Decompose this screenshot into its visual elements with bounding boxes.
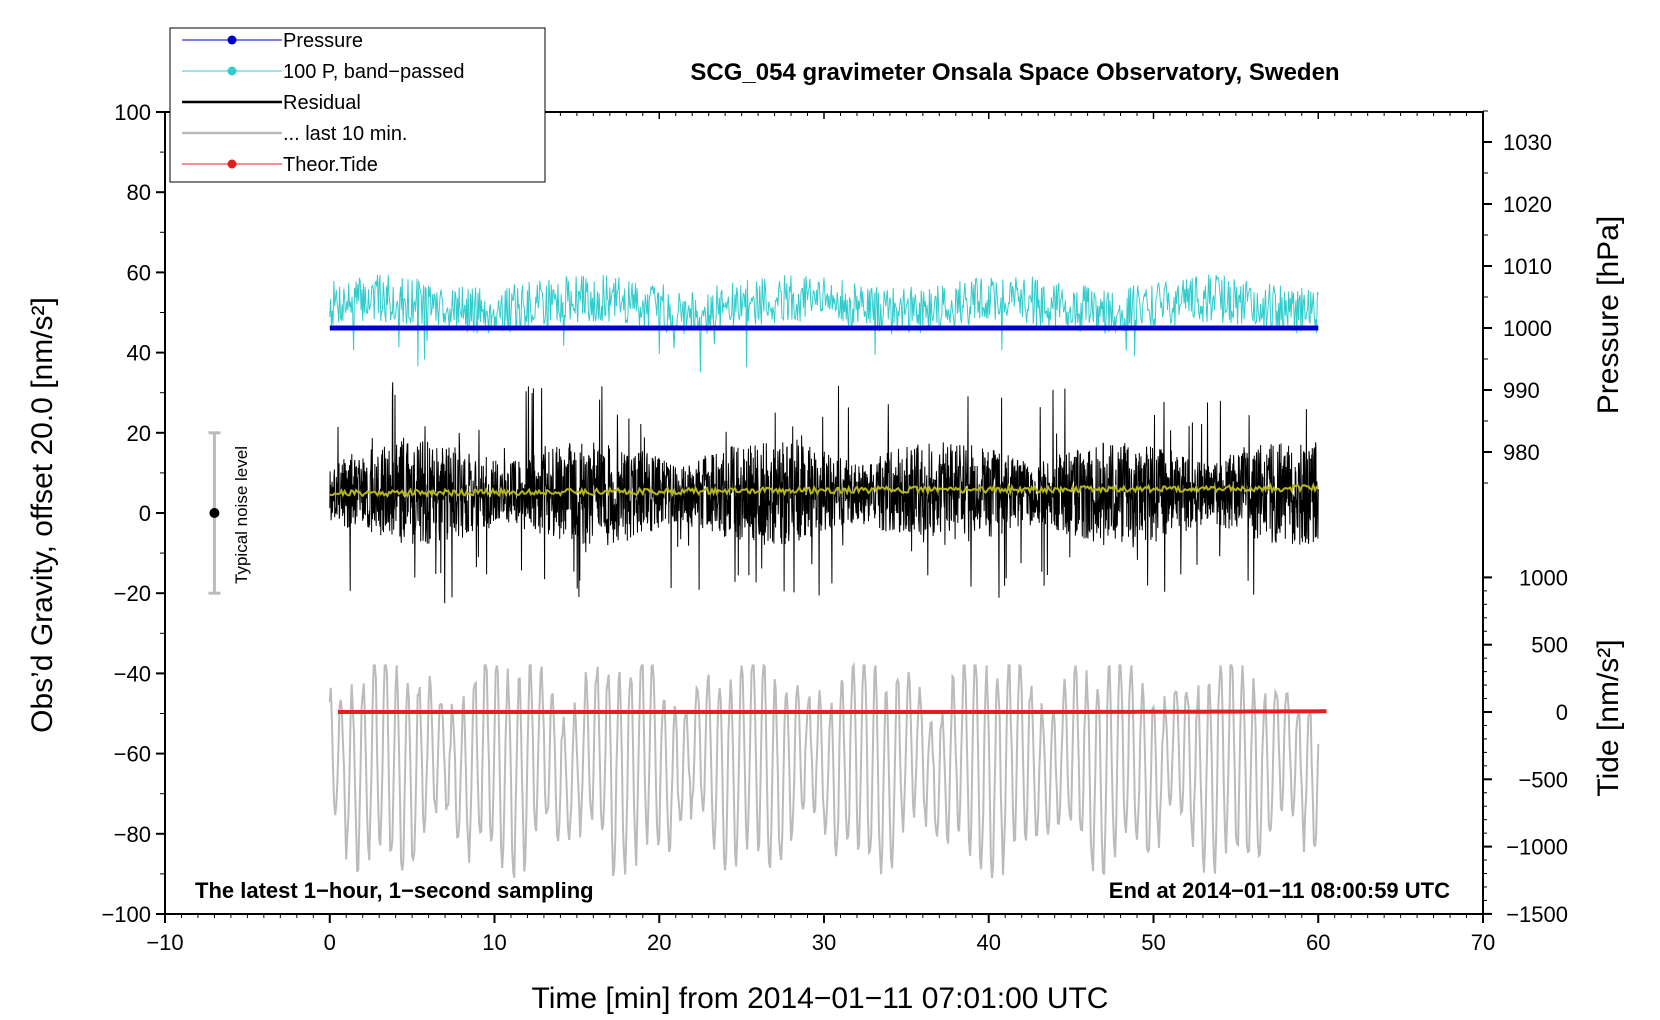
- pressure-tick-label: 980: [1503, 440, 1540, 465]
- x-tick-label: 60: [1306, 930, 1330, 955]
- tide-tick-label: 500: [1531, 633, 1568, 658]
- annotation-right: End at 2014−01−11 08:00:59 UTC: [1109, 878, 1450, 903]
- series-layer: [328, 274, 1327, 879]
- series-residual-smoothed: [329, 482, 1319, 498]
- y-tick-label: −80: [114, 822, 151, 847]
- pressure-tick-label: 1010: [1503, 254, 1552, 279]
- y-tick-label: −20: [114, 581, 151, 606]
- x-tick-label: 20: [647, 930, 671, 955]
- pressure-tick-label: 1020: [1503, 192, 1552, 217]
- annotation-left: The latest 1−hour, 1−second sampling: [195, 878, 594, 903]
- noise-level-label: Typical noise level: [232, 446, 251, 584]
- legend-entries: Pressure 100 P, band−passed Residual ... la…: [182, 30, 464, 176]
- y-tick-label: 0: [139, 501, 151, 526]
- y-tick-label: 20: [127, 421, 151, 446]
- series-residual: [329, 382, 1319, 604]
- legend-label: Residual: [283, 92, 361, 114]
- series-band-passed: [329, 274, 1319, 373]
- legend-label: 100 P, band−passed: [283, 61, 464, 83]
- y-tick-label: −40: [114, 661, 151, 686]
- legend-label: Pressure: [283, 30, 363, 52]
- y-axis-title-tide: Tide [nm/s²]: [1592, 639, 1625, 796]
- legend-label: ... last 10 min.: [283, 123, 408, 145]
- x-tick-label: 40: [977, 930, 1001, 955]
- noise-level-indicator: Typical noise level: [208, 431, 251, 595]
- y-axis-title-pressure: Pressure [hPa]: [1592, 216, 1625, 414]
- y-tick-label: 100: [114, 100, 151, 125]
- x-tick-label: 50: [1141, 930, 1165, 955]
- legend-box: [169, 27, 546, 183]
- series-last-10-min: [328, 661, 1320, 879]
- noise-bar-center-dot: [209, 508, 220, 518]
- tide-tick-label: −1500: [1506, 902, 1568, 927]
- x-tick-label: −10: [146, 930, 183, 955]
- x-tick-label: 30: [812, 930, 836, 955]
- y-tick-label: −60: [114, 742, 151, 767]
- legend-marker: [227, 159, 237, 169]
- y-tick-label: −100: [101, 902, 151, 927]
- legend-label: Theor.Tide: [283, 154, 378, 176]
- x-tick-label: 10: [482, 930, 506, 955]
- legend: Pressure 100 P, band−passed Residual ... la…: [169, 27, 546, 183]
- x-tick-label: 0: [324, 930, 336, 955]
- tick-layer: −10 0 10 20 30 40 50 60 70−100−80−60−40−20020406…: [101, 100, 1568, 955]
- pressure-tick-label: 1030: [1503, 130, 1552, 155]
- y-axis-title-left: Obs’d Gravity, offset 20.0 [nm/s²]: [26, 297, 59, 733]
- chart-title: SCG_054 gravimeter Onsala Space Observat…: [690, 59, 1339, 86]
- legend-marker: [227, 35, 237, 45]
- x-axis-title: Time [min] from 2014−01−11 07:01:00 UTC: [532, 982, 1109, 1015]
- y-tick-label: 40: [127, 341, 151, 366]
- series-theor-tide: [338, 709, 1327, 714]
- tide-tick-label: 0: [1556, 700, 1568, 725]
- tide-tick-label: −500: [1518, 767, 1568, 792]
- legend-marker: [227, 66, 237, 76]
- tide-tick-label: −1000: [1506, 835, 1568, 860]
- y-tick-label: 60: [127, 260, 151, 285]
- y-tick-label: 80: [127, 180, 151, 205]
- tide-tick-label: 1000: [1519, 565, 1568, 590]
- pressure-tick-label: 1000: [1503, 316, 1552, 341]
- x-tick-label: 70: [1471, 930, 1495, 955]
- pressure-tick-label: 990: [1503, 378, 1540, 403]
